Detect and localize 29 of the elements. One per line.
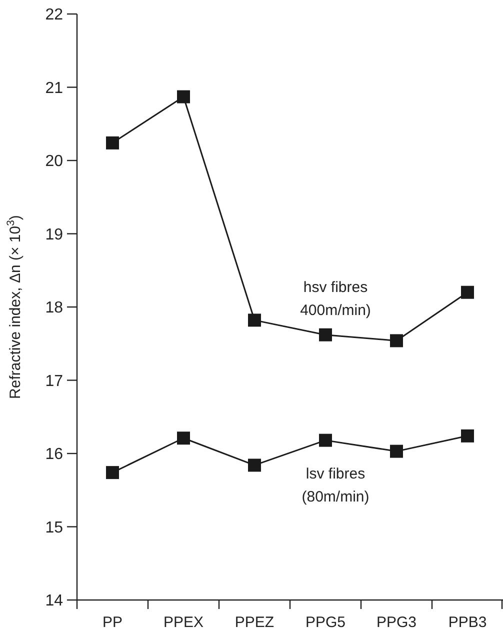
point: [106, 466, 119, 480]
y-tick-label: 21: [45, 80, 64, 97]
point: [461, 286, 474, 299]
y-tick-label: 19: [45, 226, 64, 244]
point: [106, 136, 119, 150]
series-label: hsv fibres 400m/min): [300, 278, 371, 319]
point: [248, 314, 261, 327]
point: [248, 458, 261, 472]
point: [461, 429, 474, 442]
point: [319, 328, 332, 342]
series-label: lsv fibres (80m/min): [302, 465, 370, 506]
y-tick-label: 14: [45, 592, 64, 610]
point: [319, 434, 332, 447]
x-tick-label: PP: [102, 614, 123, 631]
x-tick-label: PPEX: [163, 614, 204, 631]
y-tick-label: 15: [45, 519, 64, 536]
y-tick-label: 22: [45, 6, 64, 24]
point: [177, 432, 190, 445]
x-tick-label: PPB3: [448, 614, 487, 631]
point: [390, 334, 403, 348]
x-tick-label: PPG3: [376, 614, 417, 631]
point: [390, 444, 403, 458]
point: [177, 90, 190, 104]
y-tick-label: 20: [45, 153, 64, 170]
x-tick-label: PPEZ: [234, 614, 274, 631]
y-tick-label: 18: [45, 300, 64, 317]
y-tick-label: 16: [45, 446, 64, 464]
y-tick-label: 17: [45, 372, 64, 390]
x-tick-label: PPG5: [305, 614, 346, 631]
